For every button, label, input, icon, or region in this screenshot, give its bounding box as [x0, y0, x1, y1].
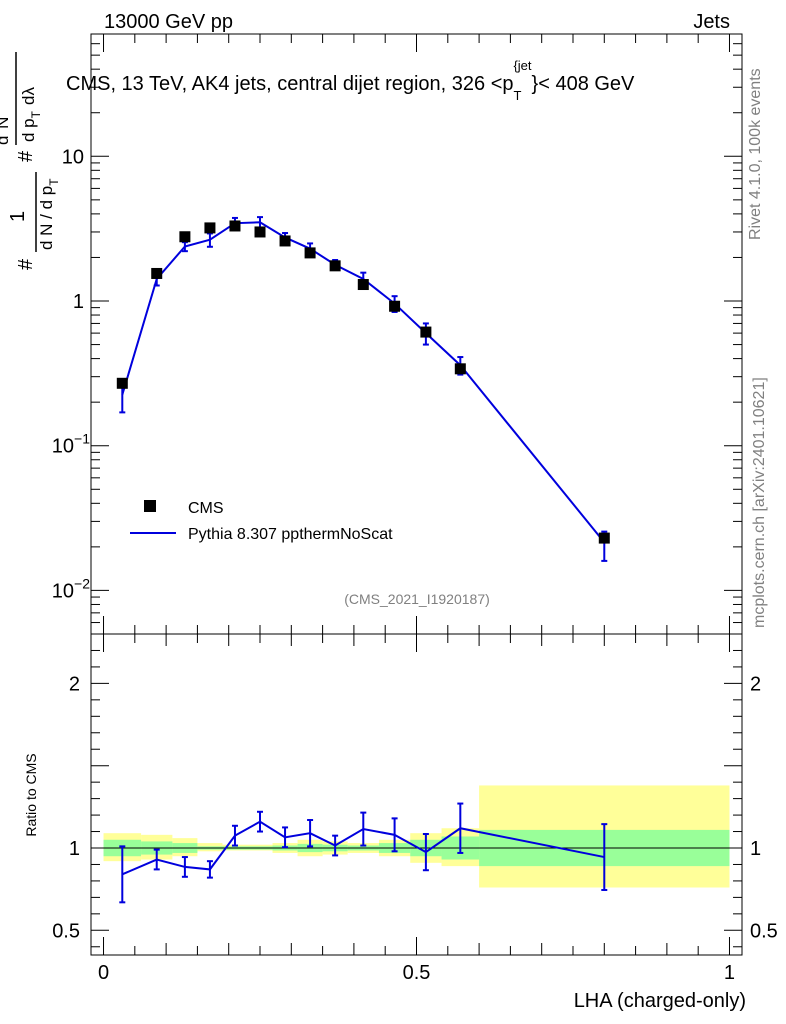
- main-data-layer: [116, 216, 610, 562]
- svg-text:d2N: d2N: [0, 117, 12, 145]
- main-frame: [90, 33, 743, 635]
- svg-text:1: 1: [7, 211, 29, 222]
- main-axes: 10 1 10−1 10−2: [52, 33, 743, 635]
- svg-text:d pTdλ: d pTdλ: [19, 87, 43, 142]
- ratio-axes: 2 2 1 1 0.5 0.5 0 0.5 1: [52, 633, 778, 984]
- ratio-data-layer: [119, 802, 608, 904]
- main-ytick-label: 10: [62, 146, 84, 168]
- cms-data-point: [389, 300, 401, 312]
- cms-data-point: [357, 279, 369, 291]
- ratio-ylabel: Ratio to CMS: [23, 753, 39, 836]
- analysis-watermark: (CMS_2021_I1920187): [344, 591, 490, 607]
- cms-data-point: [454, 363, 466, 375]
- cms-data-point: [329, 260, 341, 272]
- cms-data-point: [254, 226, 266, 238]
- mcplots-label: mcplots.cern.ch [arXiv:2401.10621]: [751, 377, 768, 628]
- header-right: Jets: [693, 11, 730, 33]
- cms-data-point: [598, 532, 610, 544]
- ratio-plot: 2 2 1 1 0.5 0.5 0 0.5 1: [52, 633, 778, 984]
- x-axis-label: LHA (charged-only): [574, 990, 746, 1012]
- svg-text:d N / d pT: d N / d pT: [37, 178, 61, 250]
- svg-text:#: #: [15, 150, 37, 162]
- ratio-ytick-label-right: 1: [750, 838, 761, 860]
- rivet-label: Rivet 4.1.0, 100k events: [747, 68, 764, 240]
- cms-data-point: [179, 231, 191, 243]
- ratio-ytick-label-right: 0.5: [750, 920, 778, 942]
- ratio-bands-layer: [103, 785, 730, 888]
- svg-text:#: #: [15, 258, 37, 270]
- ratio-ytick-label-left: 0.5: [52, 920, 80, 942]
- cms-data-point: [116, 377, 128, 389]
- legend-cms-marker: [144, 500, 156, 512]
- cms-data-point: [151, 267, 163, 279]
- main-ytick-label: 10−1: [52, 431, 90, 458]
- main-ytick-label: 1: [73, 291, 84, 313]
- legend-cms-label: CMS: [188, 500, 224, 517]
- cms-data-point: [304, 247, 316, 259]
- main-title: CMS, 13 TeV, AK4 jets, central dijet reg…: [66, 58, 635, 103]
- ratio-ytick-label-right: 2: [750, 673, 761, 695]
- cms-data-point: [279, 235, 291, 247]
- cms-data-point: [204, 222, 216, 234]
- main-ylabel: # 1 d N / d pT # d2N d pTdλ: [0, 52, 61, 270]
- xtick-label: 0.5: [403, 962, 431, 984]
- main-plot: 10 1 10−1 10−2: [52, 33, 743, 635]
- mc-line: [121, 221, 606, 543]
- xtick-label: 1: [724, 962, 735, 984]
- legend-pythia-label: Pythia 8.307 ppthermNoScat: [188, 526, 393, 543]
- legend: CMS Pythia 8.307 ppthermNoScat: [130, 500, 393, 543]
- ratio-mc-line: [121, 820, 605, 876]
- cms-data-point: [420, 326, 432, 338]
- main-ytick-label: 10−2: [52, 575, 90, 602]
- ratio-ytick-label-left: 1: [69, 838, 80, 860]
- header-left: 13000 GeV pp: [104, 11, 233, 33]
- cms-data-point: [229, 220, 241, 232]
- xtick-label: 0: [98, 962, 109, 984]
- ratio-ytick-label-left: 2: [69, 673, 80, 695]
